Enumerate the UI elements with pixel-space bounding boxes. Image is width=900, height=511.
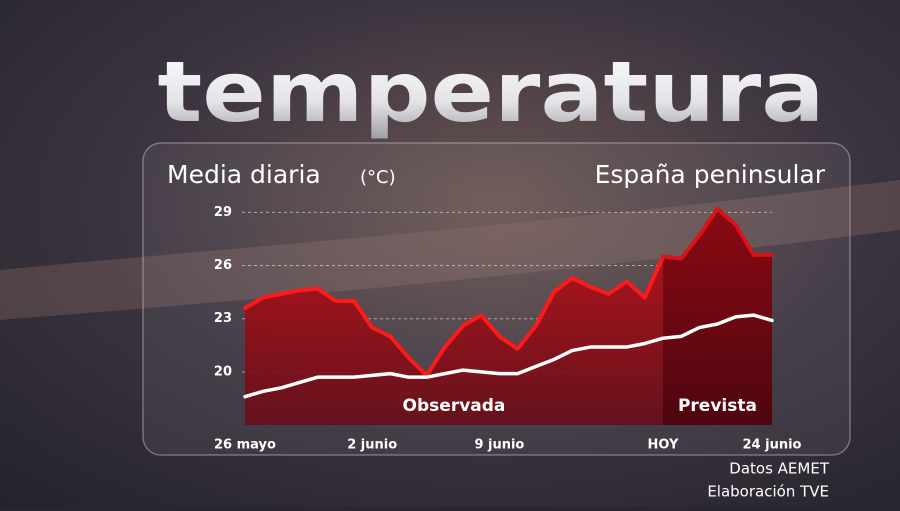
temperature-line [660,206,774,261]
subtitle: Media diaria [167,160,321,189]
title: temperatura [158,43,825,141]
y-tick-label: 23 [214,311,232,326]
x-tick-label: HOY [648,438,679,453]
region-label: Prevista [678,396,757,416]
x-tick-label: 9 junio [474,438,524,453]
y-tick-label: 29 [214,205,232,220]
temperature-line [243,254,665,378]
x-tick-label: 26 mayo [214,438,276,453]
unit: (°C) [360,167,396,188]
normal-line [243,313,774,399]
region-label: Observada [403,396,506,416]
area [245,256,663,425]
y-tick-label: 26 [214,258,232,273]
area [662,208,772,425]
region: España peninsular [595,160,826,189]
background-streak [0,180,900,320]
x-tick-label: 2 junio [347,438,397,453]
plot: 20 23 26 29 Observada Prevista 26 mayo 2 junio 9… [214,205,802,453]
source: Datos AEMET [729,460,830,478]
y-tick-label: 20 [214,364,232,379]
credit: Elaboración TVE [707,483,829,501]
x-tick-label: 24 junio [743,438,802,453]
